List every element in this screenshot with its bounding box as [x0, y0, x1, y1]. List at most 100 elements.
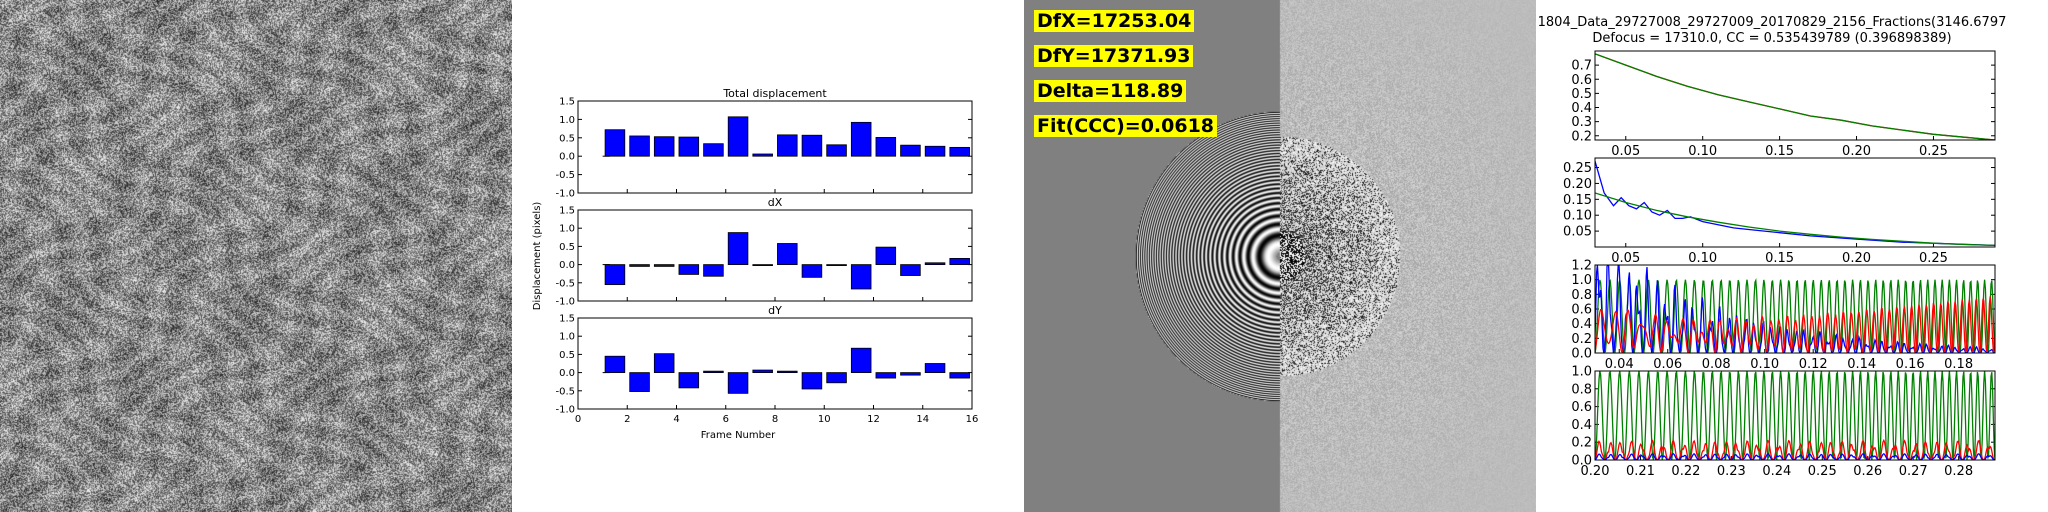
displacement-bar	[727, 372, 749, 394]
displacement-bar	[777, 370, 798, 374]
displacement-bar	[703, 143, 724, 157]
displacement-bar	[949, 146, 970, 157]
y-tick-label: 0.3	[1571, 115, 1592, 130]
displacement-bar	[900, 264, 921, 276]
x-tick-label: 0.20	[1842, 251, 1871, 266]
x-tick-label: 0.12	[1799, 357, 1828, 372]
y-tick-label: 0.6	[1571, 73, 1592, 88]
x-tick-label: 0.18	[1944, 357, 1973, 372]
x-tick-label: 0.06	[1653, 357, 1682, 372]
displacement-bar	[900, 144, 921, 157]
x-tick-label: 0.20	[1581, 464, 1610, 479]
y-tick-label: 0.8	[1571, 382, 1592, 397]
y-tick-label: 0.4	[1571, 317, 1592, 332]
y-tick-label: 0.7	[1571, 59, 1592, 74]
red-series-line	[1595, 296, 1995, 353]
displacement-bar	[727, 232, 749, 265]
y-tick-label: -0.5	[555, 170, 575, 181]
ctf-fit-panel: 1804_Data_29727008_29727009_20170829_215…	[1536, 0, 2048, 512]
power-spectrum-panel: DfX=17253.04 DfY=17371.93 Delta=118.89 F…	[1024, 0, 1536, 512]
x-tick-label: 8	[772, 414, 778, 425]
plot-frame	[1594, 50, 1996, 141]
plot-frame	[577, 209, 973, 302]
y-tick-label: 0.5	[559, 242, 575, 253]
y-tick-label: 1.5	[559, 314, 575, 325]
plot-frame	[1594, 370, 1996, 461]
y-tick-label: -0.5	[555, 386, 575, 397]
displacement-bar	[875, 246, 897, 266]
y-tick-label: 0.6	[1571, 400, 1592, 415]
y-tick-label: 0.5	[559, 133, 575, 144]
y-tick-label: 0.5	[559, 350, 575, 361]
y-tick-label: 1.5	[559, 97, 575, 108]
y-tick-label: 0.4	[1571, 418, 1592, 433]
displacement-bar	[875, 137, 897, 157]
displacement-bar	[949, 372, 970, 379]
displacement-bar	[850, 121, 872, 157]
x-tick-label: 2	[624, 414, 630, 425]
red-series-line	[1595, 53, 1995, 140]
x-tick-label: 0.10	[1688, 251, 1717, 266]
x-tick-label: 0.20	[1842, 144, 1871, 159]
plot-frame	[1594, 157, 1996, 248]
x-tick-label: 4	[673, 414, 679, 425]
displacement-bar	[653, 264, 675, 267]
displacement-bar	[826, 372, 847, 384]
displacement-bar	[875, 372, 897, 379]
displacement-bar	[924, 363, 946, 374]
x-tick-label: 0	[575, 414, 581, 425]
x-tick-label: 0.24	[1762, 464, 1791, 479]
x-tick-label: 0.08	[1702, 357, 1731, 372]
displacement-bar	[900, 372, 921, 376]
y-tick-label: -1.0	[555, 405, 575, 416]
y-tick-label: 0.0	[559, 260, 575, 271]
x-tick-label: 12	[867, 414, 880, 425]
displacement-bar	[826, 264, 847, 267]
ctf-fit-subtitle: Defocus = 17310.0, CC = 0.535439789 (0.3…	[1592, 31, 1951, 46]
x-tick-label: 0.16	[1896, 357, 1925, 372]
displacement-bar	[752, 369, 773, 374]
displacement-bar	[924, 145, 946, 157]
motion-xlabel: Frame Number	[701, 430, 776, 441]
x-tick-label: 14	[916, 414, 929, 425]
micrograph-image	[0, 0, 512, 512]
displacement-bar	[629, 264, 650, 267]
displacement-bar	[924, 262, 946, 265]
x-tick-label: 0.10	[1688, 144, 1717, 159]
displacement-bar	[826, 144, 847, 157]
y-tick-label: 0.0	[559, 152, 575, 163]
y-tick-label: 0.20	[1563, 177, 1592, 192]
displacement-bar	[777, 243, 798, 266]
y-tick-label: 0.15	[1563, 193, 1592, 208]
displacement-bar	[604, 129, 626, 157]
motion-chart-title: dY	[768, 304, 782, 317]
displacement-bar	[850, 264, 872, 290]
x-tick-label: 6	[723, 414, 729, 425]
displacement-bar	[678, 136, 700, 157]
y-tick-label: 0.4	[1571, 101, 1592, 116]
x-tick-label: 0.14	[1847, 357, 1876, 372]
x-tick-label: 0.15	[1765, 144, 1794, 159]
displacement-bar	[949, 258, 970, 265]
motion-ylabel: Displacement (pixels)	[532, 202, 543, 311]
ctf-stats: DfX=17253.04 DfY=17371.93 Delta=118.89 F…	[1034, 10, 1218, 150]
y-tick-label: 0.10	[1563, 209, 1592, 224]
displacement-bar	[752, 264, 773, 267]
displacement-bar	[678, 264, 700, 275]
delta-label: Delta=118.89	[1034, 80, 1187, 102]
dfy-label: DfY=17371.93	[1034, 45, 1194, 67]
x-tick-label: 0.25	[1919, 251, 1948, 266]
displacement-bar	[629, 135, 650, 157]
displacement-bar	[727, 116, 749, 157]
motion-plot-panel: Displacement (pixels) Frame Number Total…	[512, 0, 1024, 512]
displacement-bar	[703, 264, 724, 277]
displacement-bar	[777, 134, 798, 157]
x-tick-label: 0.05	[1611, 251, 1640, 266]
displacement-bar	[850, 347, 872, 374]
y-tick-label: 0.05	[1563, 225, 1592, 240]
displacement-bar	[604, 264, 626, 286]
y-tick-label: 0.0	[1571, 347, 1592, 362]
y-tick-label: -1.0	[555, 297, 575, 308]
motion-plot: Displacement (pixels) Frame Number Total…	[532, 87, 978, 441]
x-tick-label: 0.15	[1765, 251, 1794, 266]
